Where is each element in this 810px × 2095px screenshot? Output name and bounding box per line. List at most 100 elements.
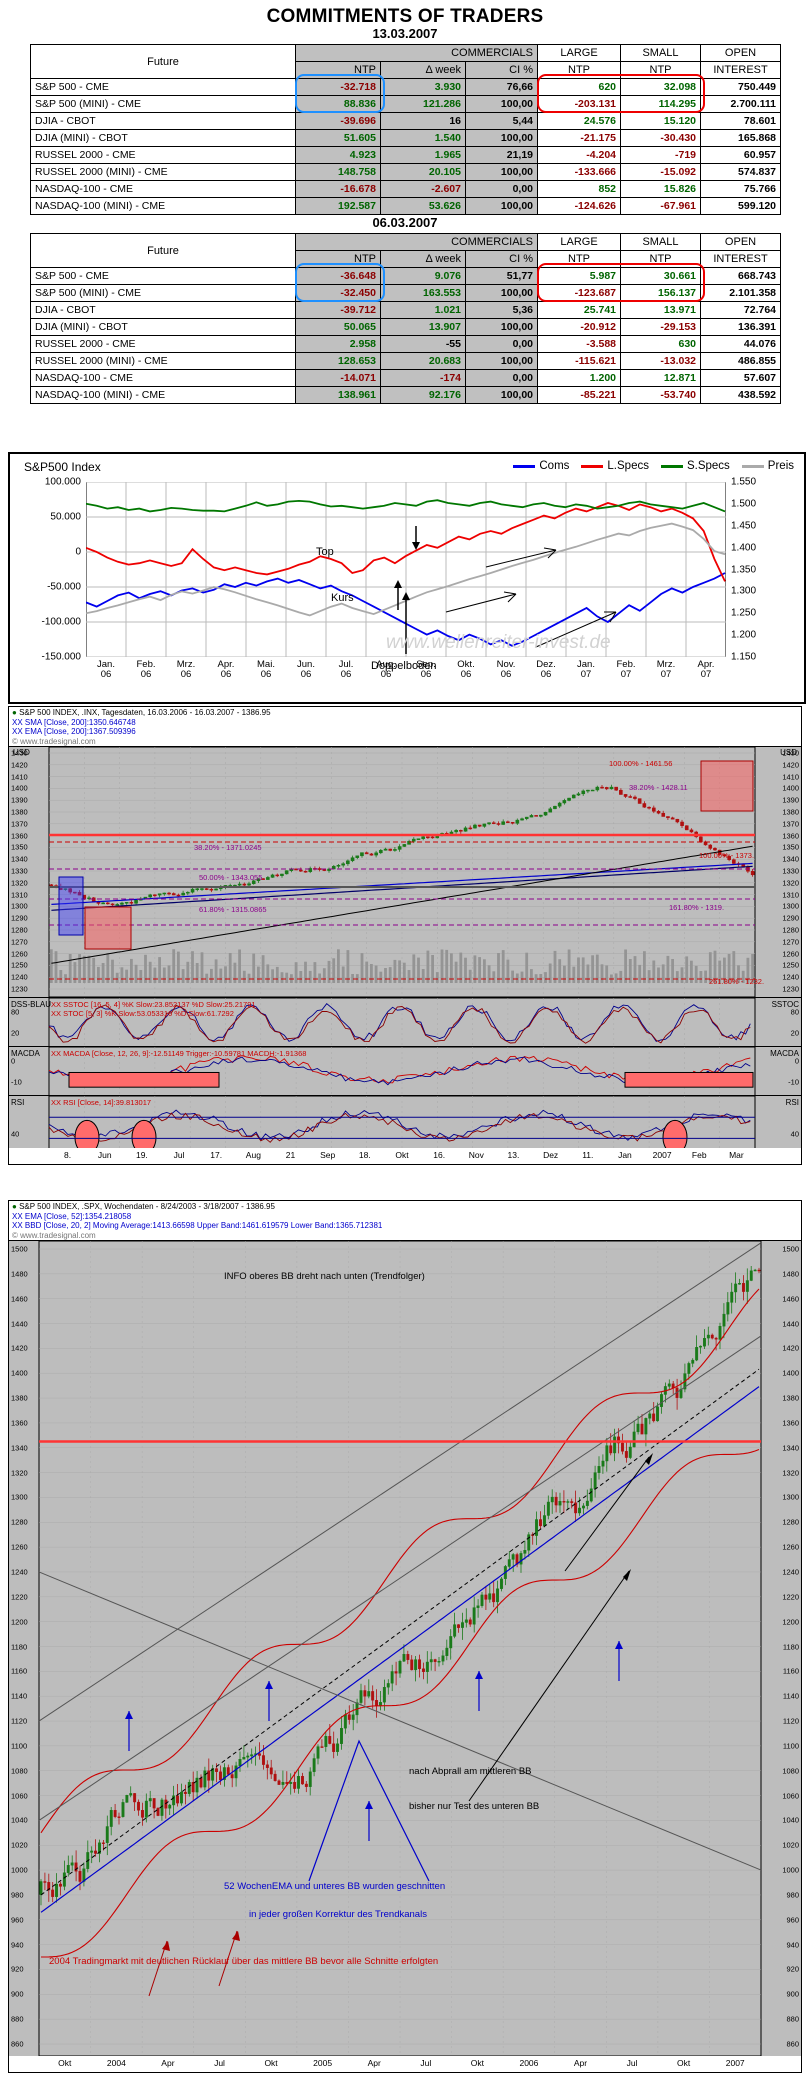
daily-x-tick: Jul [173, 1150, 185, 1160]
header-com-ntp: NTP [295, 61, 381, 79]
daily-x-tick: 17. [210, 1150, 223, 1160]
weekly-y-tick: 1180 [11, 1642, 28, 1651]
header-com-dweek: Δ week [380, 250, 466, 268]
subpane-label-left: RSI [11, 1098, 25, 1107]
cell-large-ntp: -133.666 [537, 163, 622, 181]
weekly-y-tick: 1180 [782, 1642, 799, 1651]
subpane-readout: XX SSTOC [16, 5, 4] %K Slow:23.852137 %D… [51, 1000, 256, 1009]
subpane-y-tick: 40 [790, 1129, 799, 1139]
table-row: S&P 500 - CME -36.648 9.076 51,77 5.987 30.66… [30, 267, 782, 285]
weekly-x-tick: Okt [58, 2058, 72, 2068]
cell-com-ntp: -39.696 [295, 112, 381, 130]
daily-y-tick: 1240 [782, 972, 799, 982]
weekly-chart-header: ● S&P 500 INDEX, .SPX, Wochendaten - 8/2… [9, 1201, 801, 1240]
header-small-ntp: NTP [620, 61, 702, 79]
table-row: DJIA - CBOT -39.712 1.021 5,36 25.741 13.971 7… [30, 301, 782, 319]
cell-com-dweek: 20.105 [380, 163, 466, 181]
cell-small-ntp: 12.871 [620, 369, 702, 387]
weekly-y-tick: 1480 [11, 1269, 28, 1279]
cell-com-ntp: 128.653 [295, 352, 381, 370]
x-tick: Nov. 06 [496, 659, 516, 680]
table-row: DJIA (MINI) - CBOT 50.065 13.907 100,00 -20.… [30, 318, 782, 336]
weekly-y-tick: 940 [11, 1940, 24, 1950]
y-tick-left: 0 [75, 546, 81, 558]
cell-open-interest: 165.868 [700, 129, 782, 147]
x-tick: Jul. 06 [338, 659, 354, 680]
table-row: NASDAQ-100 (MINI) - CME 138.961 92.176 100,… [30, 386, 782, 404]
cell-com-ci: 5,44 [464, 112, 539, 130]
weekly-x-tick: 2007 [725, 2058, 745, 2068]
daily-y-tick: 1400 [782, 783, 799, 793]
cell-com-dweek: -55 [380, 335, 466, 353]
weekly-x-tick: Jul [420, 2058, 432, 2068]
cell-open-interest: 75.766 [700, 180, 782, 198]
weekly-header-line-1: XX EMA [Close, 52]:1354.218058 [12, 1211, 132, 1221]
weekly-y-tick: 1400 [11, 1368, 28, 1378]
weekly-x-tick: Jul [626, 2058, 638, 2068]
weekly-annotation: nach Abprall am mittleren BB [409, 1766, 532, 1777]
x-tick: Apr. 07 [697, 659, 715, 680]
weekly-y-tick: 860 [786, 2039, 799, 2049]
weekly-y-tick: 1440 [11, 1319, 28, 1329]
weekly-y-tick: 1100 [782, 1741, 799, 1751]
daily-y-tick: 1240 [11, 972, 28, 982]
weekly-y-tick: 1420 [782, 1343, 799, 1353]
weekly-y-tick: 1020 [11, 1840, 28, 1850]
cell-small-ntp: 13.971 [620, 301, 702, 319]
cell-large-ntp: 25.741 [537, 301, 622, 319]
cot-table-1: Future COMMERCIALS LARGE SMALL OPEN NTP Δ week… [30, 44, 782, 215]
header-commercials: COMMERCIALS [294, 233, 539, 251]
cell-com-dweek: 92.176 [380, 386, 466, 404]
x-tick: Mrz. 07 [656, 659, 676, 680]
cell-com-ntp: -32.450 [295, 284, 381, 302]
sp500-daily-chart: ● S&P 500 INDEX, .INX, Tagesdaten, 16.03… [8, 706, 802, 1165]
daily-y-tick: 1310 [11, 890, 28, 900]
table-row: RUSSEL 2000 (MINI) - CME 128.653 20.683 100… [30, 352, 782, 370]
legend-item-lspecs: L.Specs [581, 460, 649, 472]
subpane-label-right: MACDA [770, 1049, 799, 1058]
weekly-y-tick: 1500 [11, 1244, 28, 1254]
daily-x-tick: 2007 [652, 1150, 672, 1160]
cot-table-2-block: 06.03.2007 Future COMMERCIALS LARGE SMALL OP… [30, 215, 782, 404]
weekly-y-tick: 1220 [11, 1592, 28, 1602]
weekly-y-tick: 1060 [782, 1791, 799, 1801]
weekly-y-tick: 1460 [782, 1294, 799, 1304]
daily-y-tick: 1380 [11, 807, 28, 817]
cell-large-ntp: -3.588 [537, 335, 622, 353]
cell-com-ci: 0,00 [464, 369, 539, 387]
subpane-readout: XX MACDA [Close, 12, 26, 9]:-12.51149 Tr… [51, 1049, 307, 1058]
daily-y-tick: 1430 [11, 748, 28, 758]
cell-com-dweek: 121.286 [380, 95, 466, 113]
daily-x-tick: Aug [245, 1150, 261, 1160]
chart-annotation: Kurs [331, 592, 354, 604]
cell-com-ntp: 88.836 [295, 95, 381, 113]
cell-future: NASDAQ-100 (MINI) - CME [30, 197, 296, 215]
cell-open-interest: 599.120 [700, 197, 782, 215]
weekly-y-tick: 1500 [782, 1244, 799, 1254]
cell-future: S&P 500 - CME [30, 267, 296, 285]
daily-y-tick: 1370 [782, 819, 799, 829]
line-chart-title: S&P500 Index [24, 460, 101, 474]
weekly-y-tick: 900 [786, 1989, 799, 1999]
cell-com-ntp: -36.648 [295, 267, 381, 285]
weekly-x-tick: Okt [677, 2058, 691, 2068]
cell-future: NASDAQ-100 - CME [30, 180, 296, 198]
weekly-y-tick: 1120 [11, 1716, 28, 1726]
weekly-y-tick: 1360 [11, 1418, 28, 1428]
weekly-y-tick: 880 [786, 2014, 799, 2024]
weekly-x-tick: Apr [573, 2058, 588, 2068]
cell-com-ntp: 51.605 [295, 129, 381, 147]
fib-label: 38.20% - 1428.11 [629, 783, 688, 792]
daily-x-tick: 8. [64, 1150, 72, 1160]
daily-y-tick: 1260 [11, 949, 28, 959]
daily-header-line-2: XX EMA [Close, 200]:1367.509396 [12, 727, 136, 736]
table-row: NASDAQ-100 - CME -14.071 -174 0,00 1.200 12.8… [30, 369, 782, 387]
cell-com-ntp: 138.961 [295, 386, 381, 404]
y-tick-left: 50.000 [50, 511, 81, 523]
weekly-y-tick: 1080 [11, 1766, 28, 1776]
header-large-ntp: NTP [537, 250, 622, 268]
fib-label: 61.80% - 1315.0865 [199, 905, 267, 914]
weekly-y-tick: 1440 [782, 1319, 799, 1329]
weekly-annotation: INFO oberes BB dreht nach unten (Trendfo… [224, 1271, 425, 1282]
fib-label: 261.80% - 1232. [709, 977, 765, 986]
